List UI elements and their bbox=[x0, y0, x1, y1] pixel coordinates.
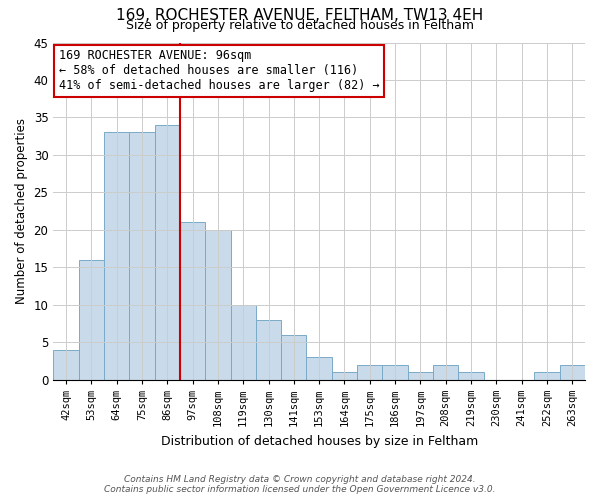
Bar bbox=[256, 320, 281, 380]
Bar bbox=[281, 334, 307, 380]
Bar bbox=[332, 372, 357, 380]
Bar bbox=[230, 304, 256, 380]
Text: 169, ROCHESTER AVENUE, FELTHAM, TW13 4EH: 169, ROCHESTER AVENUE, FELTHAM, TW13 4EH bbox=[116, 8, 484, 22]
Bar bbox=[433, 364, 458, 380]
Bar bbox=[205, 230, 230, 380]
X-axis label: Distribution of detached houses by size in Feltham: Distribution of detached houses by size … bbox=[161, 434, 478, 448]
Bar bbox=[357, 364, 382, 380]
Bar bbox=[408, 372, 433, 380]
Bar bbox=[180, 222, 205, 380]
Bar bbox=[53, 350, 79, 380]
Bar bbox=[458, 372, 484, 380]
Bar bbox=[382, 364, 408, 380]
Text: Size of property relative to detached houses in Feltham: Size of property relative to detached ho… bbox=[126, 19, 474, 32]
Bar bbox=[535, 372, 560, 380]
Bar bbox=[560, 364, 585, 380]
Text: 169 ROCHESTER AVENUE: 96sqm
← 58% of detached houses are smaller (116)
41% of se: 169 ROCHESTER AVENUE: 96sqm ← 58% of det… bbox=[59, 49, 379, 92]
Y-axis label: Number of detached properties: Number of detached properties bbox=[15, 118, 28, 304]
Bar bbox=[104, 132, 129, 380]
Text: Contains HM Land Registry data © Crown copyright and database right 2024.
Contai: Contains HM Land Registry data © Crown c… bbox=[104, 474, 496, 494]
Bar bbox=[155, 125, 180, 380]
Bar bbox=[129, 132, 155, 380]
Bar bbox=[307, 357, 332, 380]
Bar bbox=[79, 260, 104, 380]
